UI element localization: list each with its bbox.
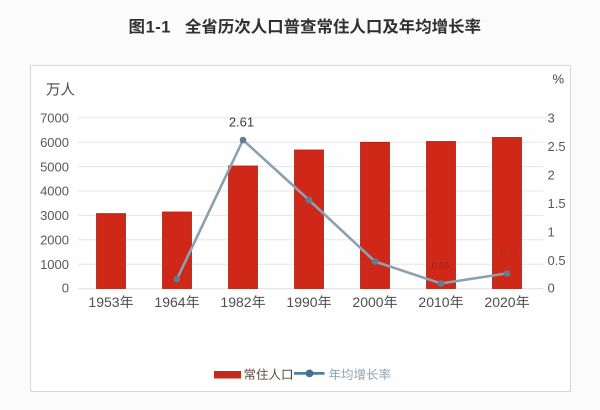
svg-text:0: 0 — [548, 281, 555, 296]
svg-text:1964: 1964 — [154, 294, 185, 310]
svg-text:2000: 2000 — [40, 232, 69, 247]
svg-text:6000: 6000 — [40, 135, 69, 150]
svg-text:2010: 2010 — [418, 294, 449, 310]
svg-text:1953: 1953 — [88, 294, 119, 310]
svg-text:1982: 1982 — [220, 294, 251, 310]
svg-text:1: 1 — [548, 224, 555, 239]
svg-text:0.25: 0.25 — [500, 248, 518, 258]
svg-text:2000: 2000 — [352, 294, 383, 310]
svg-text:1.5: 1.5 — [548, 196, 566, 211]
svg-text:0: 0 — [62, 281, 69, 296]
svg-text:5000: 5000 — [40, 159, 69, 174]
svg-text:1-1: 1-1 — [146, 18, 171, 36]
svg-text:2020: 2020 — [484, 294, 515, 310]
svg-text:1990: 1990 — [286, 294, 317, 310]
svg-text:4000: 4000 — [40, 184, 69, 199]
svg-text:3: 3 — [548, 110, 555, 125]
svg-text:0.06: 0.06 — [432, 261, 450, 271]
svg-text:7000: 7000 — [40, 110, 69, 125]
svg-text:1000: 1000 — [40, 257, 69, 272]
svg-text:3000: 3000 — [40, 208, 69, 223]
svg-text:0.5: 0.5 — [548, 253, 566, 268]
svg-text:2.5: 2.5 — [548, 139, 566, 154]
svg-text:2.61: 2.61 — [229, 115, 254, 130]
svg-text:%: % — [553, 72, 565, 87]
svg-text:2: 2 — [548, 167, 555, 182]
